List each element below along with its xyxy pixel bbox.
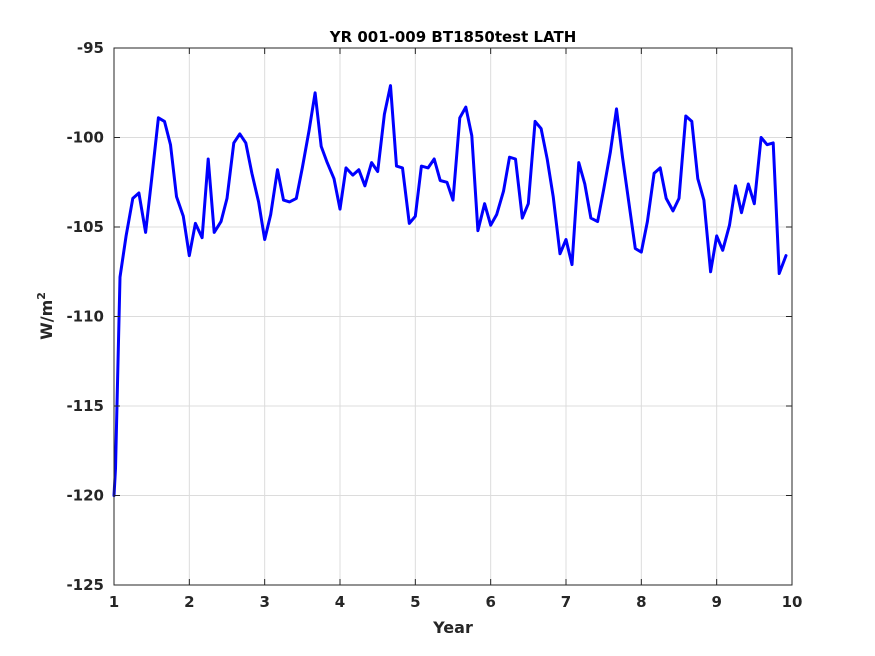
x-tick-label: 3 xyxy=(259,593,269,611)
y-axis-label: W/m2 xyxy=(35,292,56,340)
x-tick-label: 6 xyxy=(485,593,495,611)
x-tick-label: 1 xyxy=(109,593,119,611)
y-tick-label: -120 xyxy=(66,487,104,505)
x-axis-label: Year xyxy=(432,618,473,637)
x-tick-label: 10 xyxy=(782,593,803,611)
y-axis-label-superscript: 2 xyxy=(35,292,48,300)
x-tick-label: 9 xyxy=(711,593,721,611)
y-tick-label: -105 xyxy=(66,218,104,236)
y-tick-label: -125 xyxy=(66,576,104,594)
series-line xyxy=(112,84,788,497)
x-tick-label: 4 xyxy=(335,593,345,611)
y-axis-label-unit: W/m xyxy=(37,300,56,340)
y-tick-label: -100 xyxy=(66,129,104,147)
x-tick-label: 7 xyxy=(561,593,571,611)
series-layer xyxy=(112,84,788,497)
chart-title: YR 001-009 BT1850test LATH xyxy=(329,28,577,46)
y-tick-label: -95 xyxy=(77,39,104,57)
x-tick-label: 2 xyxy=(184,593,194,611)
x-axis-ticks: 1 2 3 4 5 6 7 8 9 10 xyxy=(109,48,803,611)
y-tick-label: -110 xyxy=(66,308,104,326)
x-tick-label: 5 xyxy=(410,593,420,611)
y-tick-label: -115 xyxy=(66,397,104,415)
x-tick-label: 8 xyxy=(636,593,646,611)
y-axis-ticks: -95 -100 -105 -110 -115 -120 -125 xyxy=(66,39,792,594)
